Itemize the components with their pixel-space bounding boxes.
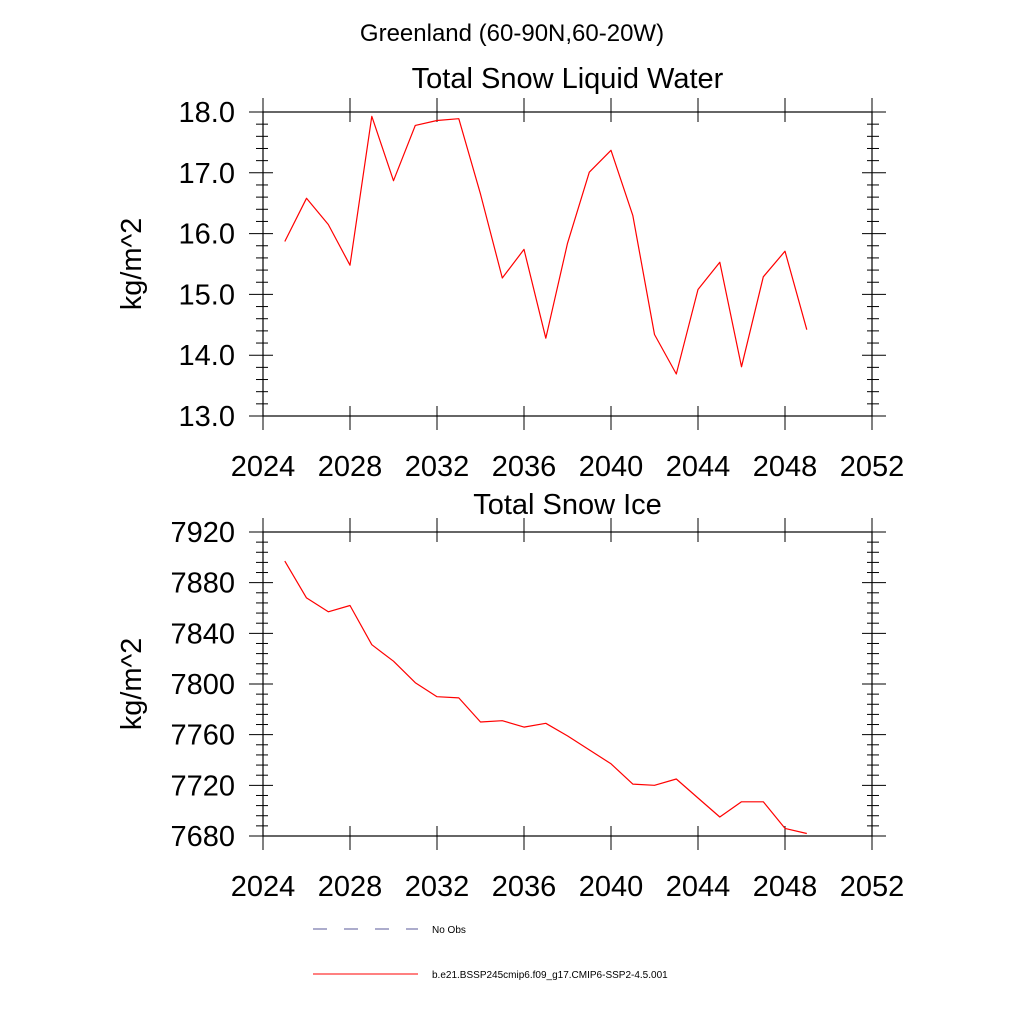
chart-0-plot-frame [262, 111, 873, 417]
chart-1-xtick-label: 2044 [666, 871, 731, 903]
chart-1-xtick-label: 2052 [840, 871, 905, 903]
chart-1-ytick-label: 7840 [170, 618, 235, 650]
chart-1-xtick-label: 2032 [405, 871, 470, 903]
chart-0-ytick-label: 18.0 [179, 97, 235, 129]
chart-1-ytick-label: 7920 [170, 517, 235, 549]
chart-1-ytick-label: 7680 [170, 821, 235, 853]
chart-0-ytick-label: 14.0 [179, 340, 235, 372]
chart-1-ytick-label: 7760 [170, 720, 235, 752]
chart-0-xtick-label: 2024 [231, 451, 296, 483]
chart-0-ylabel: kg/m^2 [116, 218, 148, 311]
chart-1-xtick-label: 2036 [492, 871, 557, 903]
chart-1-title: Total Snow Ice [473, 489, 662, 521]
figure-suptitle: Greenland (60-90N,60-20W) [360, 20, 664, 47]
chart-1-plot-frame [262, 531, 873, 837]
chart-panel-snow-ice: Total Snow Ice kg/m^2 2024 2028 2032 2036 2040… [116, 489, 904, 903]
legend: No Obs b.e21.BSSP245cmip6.f09_g17.CMIP6-S… [313, 925, 668, 981]
chart-0-xtick-label: 2048 [753, 451, 818, 483]
chart-0-xtick-label: 2032 [405, 451, 470, 483]
chart-1-ytick-label: 7800 [170, 669, 235, 701]
chart-0-xtick-label: 2040 [579, 451, 644, 483]
legend-label-0: No Obs [432, 925, 466, 936]
chart-0-title: Total Snow Liquid Water [412, 63, 724, 95]
chart-0-xtick-label: 2044 [666, 451, 731, 483]
legend-label-1: b.e21.BSSP245cmip6.f09_g17.CMIP6-SSP2-4.… [432, 970, 668, 981]
chart-0-series-line-0 [284, 115, 808, 375]
chart-1-ytick-label: 7720 [170, 770, 235, 802]
chart-0-ytick-label: 17.0 [179, 158, 235, 190]
chart-1-xtick-label: 2040 [579, 871, 644, 903]
chart-0-xtick-label: 2052 [840, 451, 905, 483]
chart-1-xtick-label: 2048 [753, 871, 818, 903]
chart-1-ytick-label: 7880 [170, 568, 235, 600]
chart-1-ylabel: kg/m^2 [116, 638, 148, 731]
chart-0-ytick-label: 13.0 [179, 401, 235, 433]
chart-0-ytick-label: 15.0 [179, 279, 235, 311]
chart-1-series-line-0 [284, 560, 807, 835]
chart-0-xtick-label: 2036 [492, 451, 557, 483]
chart-1-xtick-label: 2028 [318, 871, 383, 903]
chart-1-xtick-label: 2024 [231, 871, 296, 903]
chart-0-xtick-label: 2028 [318, 451, 383, 483]
chart-panel-snow-liquid-water: Total Snow Liquid Water kg/m^2 2024 2028 203… [116, 63, 904, 483]
chart-0-ytick-label: 16.0 [179, 219, 235, 251]
